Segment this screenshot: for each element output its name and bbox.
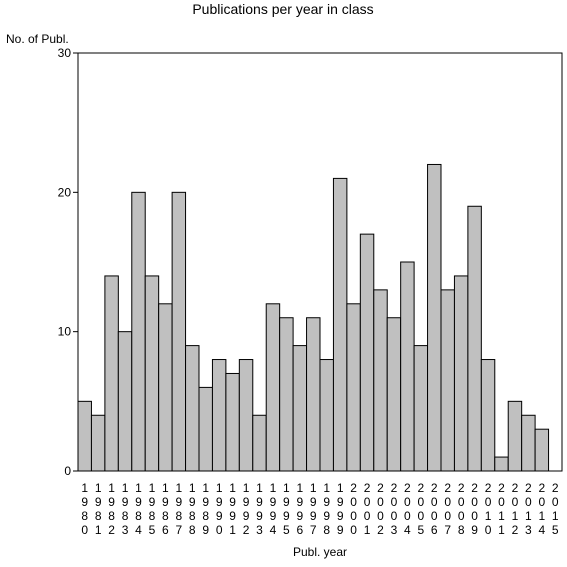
x-axis-label: Publ. year — [293, 545, 347, 559]
bar-1981 — [90, 414, 106, 472]
bar-2014 — [534, 428, 550, 472]
y-axis-label: No. of Publ. — [6, 32, 69, 46]
bar-1985 — [144, 275, 160, 472]
chart-title: Publications per year in class — [192, 1, 373, 17]
bar-1995 — [279, 317, 294, 472]
y-tick-label: 30 — [58, 46, 72, 60]
bar-2009 — [467, 205, 482, 472]
bar-1988 — [185, 345, 200, 472]
y-tick-label: 20 — [58, 185, 72, 199]
bar-2013 — [521, 414, 536, 472]
bar-2011 — [494, 456, 509, 472]
bar-1990 — [211, 359, 227, 472]
bar-2006 — [427, 163, 442, 472]
bar-1999 — [332, 177, 348, 472]
bar-1993 — [252, 414, 267, 472]
bar-2002 — [373, 289, 388, 472]
bar-2003 — [386, 317, 402, 472]
bar-1983 — [117, 331, 133, 472]
bar-2000 — [346, 303, 361, 472]
bar-1986 — [158, 303, 173, 472]
bar-1998 — [319, 359, 334, 472]
bar-1984 — [131, 191, 146, 472]
bar-2005 — [413, 345, 429, 472]
bar-2010 — [480, 359, 496, 472]
bar-2001 — [359, 233, 375, 472]
y-axis: 0 10 20 30 — [58, 46, 78, 478]
y-tick-label: 0 — [64, 464, 71, 478]
bar-1989 — [198, 386, 213, 472]
bar-1982 — [104, 275, 119, 472]
bar-2004 — [400, 261, 415, 472]
x-axis-tick-labels: 1 9 8 0 1 9 8 1 1 9 8 2 1 9 8 3 1 9 8 4 1 9 8 5 1 9 8 6 1 9 8 7 1 9 8 8 1 9 8 9… — [81, 481, 559, 537]
bar-1996 — [292, 345, 308, 472]
bars-group — [77, 163, 550, 472]
y-tick-label: 10 — [58, 325, 72, 339]
bar-1992 — [238, 359, 254, 472]
bar-2012 — [507, 400, 523, 472]
bar-2007 — [440, 289, 455, 472]
bar-2008 — [453, 275, 469, 472]
bar-1997 — [306, 317, 321, 472]
bar-1991 — [225, 372, 240, 472]
bar-1980 — [77, 400, 92, 472]
bar-1987 — [171, 191, 187, 472]
bar-1994 — [265, 303, 281, 472]
